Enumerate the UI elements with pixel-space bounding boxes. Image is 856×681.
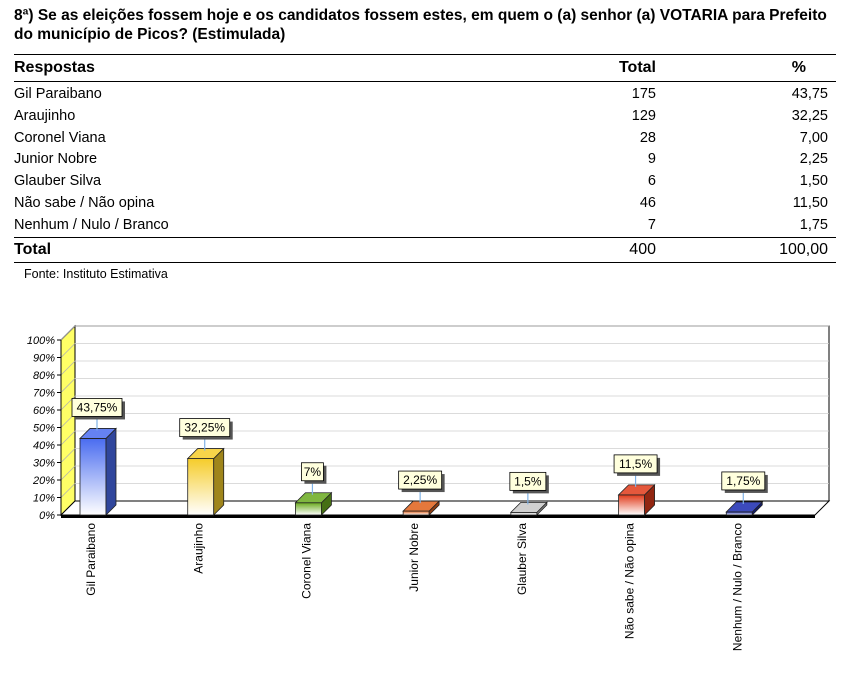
gridline-side — [60, 448, 76, 463]
cell-total: 9 — [647, 151, 656, 168]
header-total: Total — [536, 54, 656, 82]
data-label: 1,5% — [514, 474, 542, 488]
cell-total: 175 — [631, 86, 656, 102]
table-row: Coronel Viana 28 7,00 — [14, 128, 836, 150]
data-label: 1,75% — [726, 474, 760, 488]
x-tick-label: Não sabe / Não opina — [623, 523, 637, 639]
x-tick-label: Glauber Silva — [515, 523, 529, 595]
data-label-box — [613, 454, 658, 474]
bar — [618, 494, 645, 516]
cell-answer: Junior Nobre — [14, 151, 98, 168]
bar — [79, 438, 107, 516]
table-row: Araujinho 129 32,25 — [14, 106, 836, 128]
x-tick-label: Araujinho — [192, 523, 206, 574]
y-tick-label: 80% — [33, 370, 55, 382]
cell-total: 6 — [647, 173, 656, 190]
cell-answer: Coronel Viana — [14, 129, 106, 146]
cell-pct: 1,50 — [799, 173, 828, 190]
cell-pct: 1,75 — [799, 216, 828, 233]
data-label: 2,25% — [403, 473, 437, 487]
y-tick-label: 60% — [33, 405, 55, 417]
cell-pct: 43,75 — [791, 86, 828, 102]
table-row: Nenhum / Nulo / Branco 7 1,75 — [14, 215, 836, 237]
bar — [402, 510, 430, 516]
bar-top — [617, 484, 656, 496]
y-tick-label: 0% — [39, 510, 55, 522]
data-label: 11,5% — [619, 457, 652, 471]
data-label-box — [71, 398, 123, 417]
total-label: Total — [14, 236, 536, 263]
data-label-box — [301, 462, 324, 482]
bar — [295, 502, 322, 516]
bar-side — [213, 447, 225, 516]
bar-top — [186, 448, 225, 459]
gridline-side — [60, 483, 76, 498]
x-tick-label: Coronel Viana — [299, 523, 313, 599]
gridline-side — [60, 343, 76, 358]
question-title: 8ª) Se as eleições fossem hoje e os cand… — [14, 7, 827, 43]
data-label-box — [509, 471, 547, 491]
cell-answer: Gil Paraibano — [14, 86, 102, 102]
bar-top — [402, 500, 441, 512]
data-label-box — [398, 470, 443, 490]
chart-floor-edge — [61, 515, 815, 518]
cell-total: 28 — [639, 129, 656, 146]
cell-pct: 7,00 — [799, 129, 828, 146]
table-row: Gil Paraibano 175 43,75 — [14, 82, 836, 106]
cell-answer: Glauber Silva — [14, 173, 102, 190]
x-tick-label: Gil Paraibano — [84, 523, 98, 596]
table-row: Junior Nobre 9 2,25 — [14, 149, 836, 171]
y-tick-label: 30% — [33, 458, 55, 470]
cell-answer: Não sabe / Não opina — [14, 194, 155, 211]
cell-pct: 11,50 — [792, 194, 828, 211]
cell-answer: Nenhum / Nulo / Branco — [14, 216, 169, 233]
bar-side — [105, 427, 117, 516]
header-answer: Respostas — [14, 54, 536, 82]
table-row: Glauber Silva 6 1,50 — [14, 171, 836, 193]
bar-top — [725, 501, 764, 513]
total-pct: 100,00 — [656, 236, 836, 263]
table-row: Não sabe / Não opina 46 11,50 — [14, 193, 836, 215]
y-tick-label: 100% — [27, 335, 55, 347]
cell-pct: 32,25 — [791, 107, 828, 124]
bar-chart: 0% 10% 20% 30% 40% 50% 60% 70% 80% 90% 100% 43,75% G… — [27, 324, 831, 651]
gridline-side — [60, 430, 76, 446]
table-total-row: Total 400 100,00 — [14, 236, 836, 263]
gridline-side — [60, 465, 76, 481]
data-label: 43,75% — [77, 400, 118, 414]
gridline-side — [60, 378, 76, 393]
total-count: 400 — [536, 236, 656, 263]
cell-total: 7 — [647, 216, 656, 233]
cell-total: 46 — [639, 194, 656, 211]
header-pct: % — [656, 54, 836, 82]
gridline-side — [60, 325, 76, 341]
bar-top — [294, 492, 333, 504]
y-tick-label: 90% — [33, 353, 55, 365]
y-tick-label: 10% — [33, 493, 55, 505]
x-tick-label: Nenhum / Nulo / Branco — [730, 523, 744, 651]
y-tick-label: 70% — [33, 388, 55, 400]
cell-total: 129 — [631, 107, 656, 124]
cell-pct: 2,25 — [799, 151, 828, 168]
y-tick-label: 20% — [32, 475, 55, 487]
data-label-box — [721, 471, 766, 491]
bar — [187, 458, 215, 516]
data-label: 32,25% — [184, 421, 225, 435]
table-header-row: Respostas Total % — [14, 54, 836, 82]
bar — [725, 511, 753, 516]
chart-floor — [59, 500, 831, 516]
source-note: Fonte: Instituto Estimativa — [24, 267, 168, 281]
x-tick-label: Junior Nobre — [407, 523, 421, 592]
y-tick-label: 40% — [33, 440, 55, 452]
data-label-box — [179, 418, 231, 437]
cell-answer: Araujinho — [14, 107, 76, 124]
data-label: 7% — [304, 465, 322, 479]
bar-top — [509, 501, 548, 513]
results-table: Respostas Total % Gil Paraibano 175 43,7… — [14, 54, 836, 263]
y-tick-label: 50% — [33, 423, 55, 435]
gridline-side — [60, 360, 76, 376]
bar-top — [79, 428, 117, 439]
